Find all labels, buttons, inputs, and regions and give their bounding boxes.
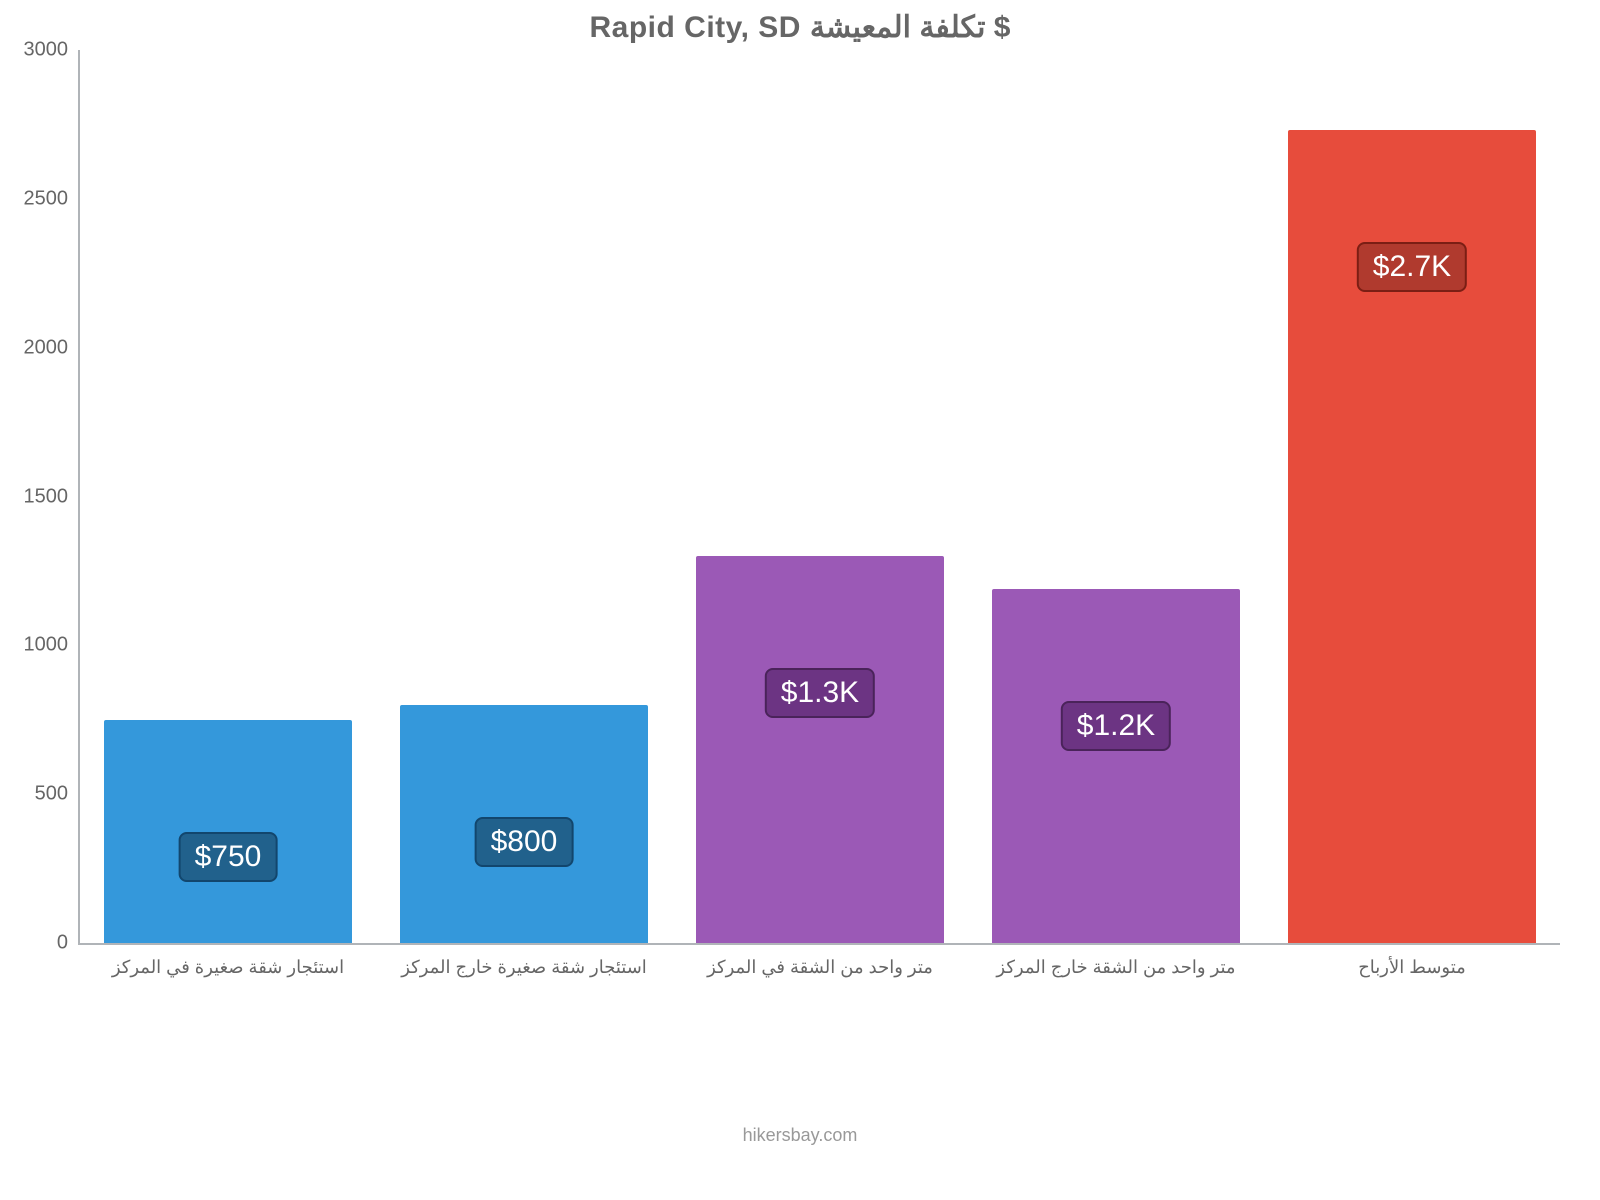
y-tick-label: 0 bbox=[57, 932, 80, 955]
bar-slot: $1.2Kمتر واحد من الشقة خارج المركز bbox=[968, 50, 1264, 943]
bar bbox=[696, 556, 945, 943]
y-tick-label: 1500 bbox=[24, 485, 81, 508]
x-tick-label: استئجار شقة صغيرة في المركز bbox=[80, 957, 376, 978]
bar-slot: $2.7Kمتوسط الأرباح bbox=[1264, 50, 1560, 943]
cost-of-living-chart: Rapid City, SD تكلفة المعيشة $ 050010001… bbox=[0, 0, 1600, 1200]
y-tick-label: 2000 bbox=[24, 336, 81, 359]
bar-value-badge: $1.2K bbox=[1061, 701, 1171, 751]
attribution-text: hikersbay.com bbox=[0, 1125, 1600, 1146]
y-tick-label: 1000 bbox=[24, 634, 81, 657]
y-tick-label: 2500 bbox=[24, 187, 81, 210]
x-tick-label: متر واحد من الشقة خارج المركز bbox=[968, 957, 1264, 978]
chart-title: Rapid City, SD تكلفة المعيشة $ bbox=[0, 10, 1600, 45]
bar bbox=[992, 589, 1241, 943]
bar-value-badge: $1.3K bbox=[765, 668, 875, 718]
x-tick-label: استئجار شقة صغيرة خارج المركز bbox=[376, 957, 672, 978]
bar-value-badge: $800 bbox=[475, 817, 574, 867]
plot-area: 050010001500200025003000$750استئجار شقة … bbox=[78, 50, 1560, 945]
x-tick-label: متوسط الأرباح bbox=[1264, 957, 1560, 978]
bar-value-badge: $2.7K bbox=[1357, 242, 1467, 292]
bar-value-badge: $750 bbox=[179, 832, 278, 882]
y-tick-label: 3000 bbox=[24, 39, 81, 62]
bar-slot: $1.3Kمتر واحد من الشقة في المركز bbox=[672, 50, 968, 943]
bar-slot: $750استئجار شقة صغيرة في المركز bbox=[80, 50, 376, 943]
x-tick-label: متر واحد من الشقة في المركز bbox=[672, 957, 968, 978]
bar-slot: $800استئجار شقة صغيرة خارج المركز bbox=[376, 50, 672, 943]
y-tick-label: 500 bbox=[35, 783, 80, 806]
